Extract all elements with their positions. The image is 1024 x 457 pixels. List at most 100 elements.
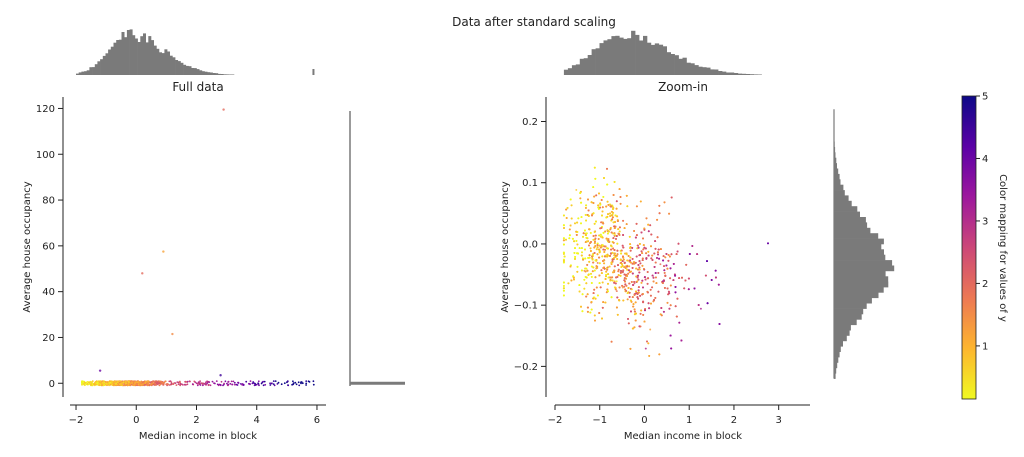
scatter-point	[101, 380, 103, 383]
scatter-point	[629, 261, 632, 264]
scatter-point	[264, 383, 267, 386]
scatter-point	[687, 288, 690, 291]
scatter-point	[81, 382, 83, 385]
full-data-y-ticks: 0 20 40 60 80 100 120	[36, 104, 63, 390]
histogram-bar	[698, 66, 703, 75]
scatter-point	[164, 380, 166, 383]
scatter-point	[584, 213, 587, 216]
scatter-point	[629, 347, 632, 350]
scatter-point	[609, 205, 612, 208]
scatter-point	[590, 275, 593, 278]
scatter-point	[642, 244, 645, 247]
scatter-point	[103, 384, 106, 386]
scatter-point	[621, 286, 624, 289]
scatter-point	[249, 380, 252, 382]
scatter-point	[626, 298, 629, 301]
scatter-point	[94, 380, 97, 383]
histogram-bar	[834, 270, 886, 277]
scatter-point	[562, 239, 565, 242]
scatter-point	[126, 384, 129, 386]
scatter-point	[635, 205, 638, 208]
scatter-point	[616, 296, 619, 299]
colorbar-gradient	[961, 95, 977, 400]
scatter-point	[576, 243, 579, 246]
scatter-point	[594, 237, 597, 240]
scatter-point	[157, 380, 160, 382]
scatter-point	[137, 381, 140, 383]
scatter-point	[257, 380, 260, 383]
scatter-point	[87, 383, 90, 386]
scatter-point	[251, 382, 254, 385]
scatter-point	[629, 259, 631, 262]
scatter-point	[590, 300, 593, 303]
scatter-point	[590, 265, 593, 268]
scatter-point	[650, 245, 652, 248]
scatter-point	[615, 290, 618, 293]
scatter-point	[669, 277, 672, 280]
scatter-point	[706, 260, 708, 263]
scatter-point	[133, 382, 136, 384]
scatter-point	[632, 305, 635, 308]
scatter-point	[580, 222, 582, 225]
scatter-point	[590, 308, 593, 311]
scatter-point	[610, 340, 613, 343]
scatter-point	[108, 380, 111, 382]
scatter-point	[226, 382, 228, 385]
scatter-point	[102, 381, 105, 384]
scatter-point	[248, 382, 251, 385]
scatter-point	[601, 206, 604, 209]
scatter-point	[565, 208, 568, 211]
scatter-point	[83, 383, 86, 385]
scatter-point	[663, 269, 666, 272]
scatter-point	[623, 227, 626, 230]
histogram-bar	[220, 74, 224, 75]
scatter-point	[669, 334, 672, 337]
scatter-point	[575, 188, 578, 191]
scatter-point	[641, 279, 644, 282]
zoom-in-x-tick-label: −2	[548, 415, 563, 426]
scatter-point	[618, 188, 621, 191]
colorbar: 1 2 3 4 5 Color mapping for values of y	[961, 92, 1008, 400]
scatter-point	[604, 230, 607, 233]
scatter-point	[627, 254, 630, 257]
histogram-bar	[153, 45, 157, 75]
scatter-point	[640, 250, 643, 253]
scatter-point	[598, 248, 601, 251]
scatter-point	[84, 381, 86, 384]
scatter-point	[258, 384, 260, 387]
scatter-point-outlier	[219, 374, 222, 377]
scatter-point	[676, 297, 679, 300]
scatter-point	[612, 247, 615, 250]
scatter-point	[615, 306, 618, 309]
scatter-point	[592, 292, 595, 295]
scatter-point	[667, 259, 670, 262]
scatter-point	[651, 274, 654, 277]
scatter-point	[94, 383, 97, 386]
scatter-point	[647, 254, 650, 257]
scatter-point	[147, 384, 149, 387]
scatter-point	[626, 268, 629, 271]
scatter-point	[670, 196, 673, 199]
scatter-point	[621, 264, 624, 267]
scatter-point	[86, 381, 89, 383]
scatter-point	[589, 311, 592, 314]
scatter-point	[606, 167, 608, 170]
scatter-point	[112, 383, 115, 386]
scatter-point	[609, 276, 611, 279]
scatter-point	[714, 269, 717, 272]
scatter-point	[227, 380, 230, 383]
scatter-point	[600, 269, 603, 272]
scatter-point	[642, 286, 644, 289]
histogram-bar	[834, 243, 882, 250]
scatter-point	[605, 237, 608, 240]
scatter-point	[601, 317, 603, 320]
histogram-bar	[113, 42, 117, 75]
scatter-point	[602, 301, 605, 304]
scatter-point	[654, 261, 657, 264]
scatter-point	[616, 215, 619, 218]
scatter-point	[107, 381, 110, 384]
scatter-point	[653, 299, 656, 301]
full-data-y-tick-label: 20	[42, 333, 55, 344]
colorbar-ticks: 1 2 3 4 5	[976, 92, 988, 352]
scatter-point	[661, 282, 664, 285]
